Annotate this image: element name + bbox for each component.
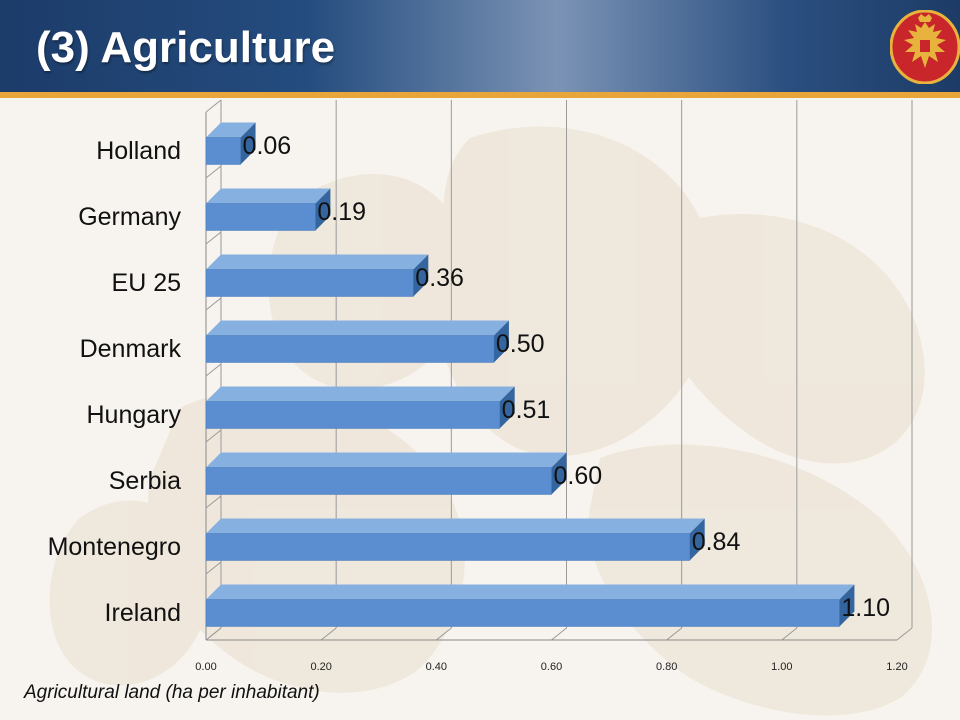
bar-front-face bbox=[205, 467, 552, 495]
bar-front-face bbox=[205, 203, 316, 231]
title-bar-rule bbox=[0, 92, 960, 98]
category-label: Ireland bbox=[105, 599, 181, 627]
value-label: 0.36 bbox=[415, 264, 464, 292]
bar-top-face bbox=[206, 320, 509, 336]
category-labels: Holland Germany EU 25 Denmark Hungary Serbia M… bbox=[48, 137, 182, 627]
bar-end-face bbox=[315, 188, 331, 231]
category-label: Denmark bbox=[80, 335, 182, 363]
category-label: Holland bbox=[96, 137, 181, 165]
value-label: 0.19 bbox=[317, 198, 366, 226]
x-tick-label: 1.00 bbox=[771, 661, 792, 673]
category-label: Serbia bbox=[109, 467, 181, 495]
x-tick-label: 0.80 bbox=[656, 661, 677, 673]
grid-floor-line bbox=[436, 627, 452, 641]
bar bbox=[205, 386, 515, 429]
category-label: Montenegro bbox=[48, 533, 181, 561]
bar-front-face bbox=[205, 137, 241, 165]
bar-top-face bbox=[206, 584, 855, 600]
x-tick-label: 0.20 bbox=[310, 661, 331, 673]
bar-top-face bbox=[206, 122, 256, 138]
x-tick-label: 0.40 bbox=[426, 661, 447, 673]
value-label: 1.10 bbox=[841, 594, 890, 622]
value-label: 0.51 bbox=[502, 396, 551, 424]
title-bar bbox=[0, 0, 960, 92]
category-label: Germany bbox=[78, 203, 181, 231]
bar-front-face bbox=[205, 335, 495, 363]
x-tick-label: 0.60 bbox=[541, 661, 562, 673]
value-label: 0.84 bbox=[692, 528, 741, 556]
bar-front-face bbox=[205, 533, 690, 561]
bar bbox=[205, 518, 705, 561]
bar bbox=[205, 188, 331, 231]
bar-end-face bbox=[689, 518, 705, 561]
y-tick-mark bbox=[205, 495, 222, 509]
category-label: Hungary bbox=[87, 401, 182, 429]
y-tick-mark bbox=[205, 429, 222, 443]
y-tick-mark bbox=[205, 627, 222, 641]
bar-top-face bbox=[206, 254, 429, 270]
x-tick-label: 1.20 bbox=[886, 661, 907, 673]
bar bbox=[205, 452, 567, 495]
bar-end-face bbox=[839, 584, 855, 627]
y-tick-mark bbox=[205, 99, 222, 113]
bar-end-face bbox=[493, 320, 509, 363]
category-label: EU 25 bbox=[112, 269, 181, 297]
bar-top-face bbox=[206, 188, 331, 204]
slide-title: (3) Agriculture bbox=[36, 23, 336, 72]
bar-front-face bbox=[205, 269, 414, 297]
y-tick-mark bbox=[205, 363, 222, 377]
bar bbox=[205, 122, 256, 165]
bar-end-face bbox=[413, 254, 429, 297]
value-labels: 0.06 0.19 0.36 0.50 0.51 0.60 0.84 1.10 bbox=[243, 132, 891, 622]
bar-front-face bbox=[205, 599, 840, 627]
bar-top-face bbox=[206, 518, 705, 534]
grid-floor-line bbox=[781, 627, 798, 641]
bar-series bbox=[205, 122, 855, 627]
bar-front-face bbox=[205, 401, 500, 429]
bar-chart: Holland Germany EU 25 Denmark Hungary Serbia M… bbox=[48, 99, 913, 673]
value-label: 0.60 bbox=[554, 462, 603, 490]
y-tick-mark bbox=[205, 297, 222, 311]
bar bbox=[205, 584, 855, 627]
bar bbox=[205, 254, 429, 297]
bar-top-face bbox=[206, 452, 567, 468]
y-tick-mark bbox=[205, 165, 222, 179]
bar-top-face bbox=[206, 386, 515, 402]
x-axis-title: Agricultural land (ha per inhabitant) bbox=[24, 682, 320, 703]
bar-end-face bbox=[240, 122, 256, 165]
value-label: 0.50 bbox=[496, 330, 545, 358]
grid-floor-line bbox=[666, 627, 682, 641]
bar bbox=[205, 320, 509, 363]
bar-end-face bbox=[499, 386, 515, 429]
grid-floor-line bbox=[551, 627, 567, 641]
montenegro-coat-of-arms-icon bbox=[890, 10, 960, 84]
grid-floor-line bbox=[896, 627, 913, 641]
y-tick-mark bbox=[205, 561, 222, 575]
grid-floor-line bbox=[320, 627, 337, 641]
y-tick-mark bbox=[205, 231, 222, 245]
value-label: 0.06 bbox=[243, 132, 292, 160]
bar-end-face bbox=[551, 452, 567, 495]
x-tick-labels: 0.00 0.20 0.40 0.60 0.80 1.00 1.20 bbox=[195, 661, 907, 673]
x-tick-label: 0.00 bbox=[195, 661, 216, 673]
